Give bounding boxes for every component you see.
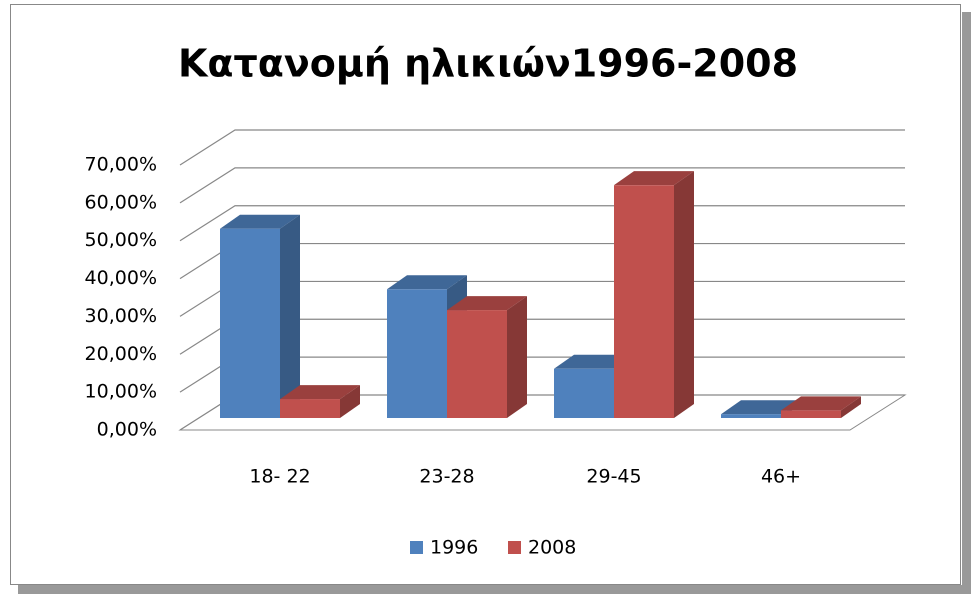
bar-top — [280, 385, 360, 400]
legend-swatch — [508, 541, 521, 554]
y-tick-label: 20,00% — [85, 343, 157, 365]
bar — [447, 296, 527, 418]
x-tick-label: 23-28 — [419, 466, 474, 488]
y-tick-label: 0,00% — [97, 419, 157, 441]
bar-front — [614, 185, 674, 418]
y-tick-label: 40,00% — [85, 267, 157, 289]
bar-front — [554, 368, 614, 418]
x-tick-label: 18- 22 — [249, 466, 310, 488]
y-tick-label: 30,00% — [85, 305, 157, 327]
x-tick-label: 46+ — [761, 466, 801, 488]
legend-label: 2008 — [528, 537, 576, 559]
bar-side — [507, 296, 527, 418]
bar-side — [340, 385, 360, 418]
bar-front — [447, 310, 507, 418]
bar-top — [781, 396, 861, 411]
legend-swatch — [410, 541, 423, 554]
bar-front — [280, 399, 340, 418]
y-tick-label: 60,00% — [85, 191, 157, 213]
bar-side — [280, 214, 300, 418]
bar — [220, 214, 300, 418]
bar-top — [614, 171, 694, 186]
bar-side — [674, 171, 694, 418]
bar-front — [721, 414, 781, 418]
shadow — [962, 12, 971, 594]
bar-top — [387, 275, 467, 290]
grid-line — [179, 167, 905, 204]
bar — [614, 171, 694, 418]
bar-top — [220, 214, 300, 229]
bar-front — [781, 410, 841, 418]
shadow — [18, 585, 971, 594]
y-tick-label: 10,00% — [85, 381, 157, 403]
bar — [280, 385, 360, 418]
y-tick-label: 50,00% — [85, 229, 157, 251]
bar-top — [447, 296, 527, 311]
chart-title: Κατανομή ηλικιών1996-2008 — [178, 42, 798, 86]
bar-front — [387, 289, 447, 418]
x-tick-label: 29-45 — [586, 466, 641, 488]
y-tick-label: 70,00% — [85, 154, 157, 176]
bar-side — [841, 396, 861, 418]
bar — [781, 396, 861, 418]
legend-label: 1996 — [430, 537, 478, 559]
bar-front — [220, 228, 280, 418]
chart-frame — [10, 4, 961, 585]
grid-line — [179, 129, 905, 166]
